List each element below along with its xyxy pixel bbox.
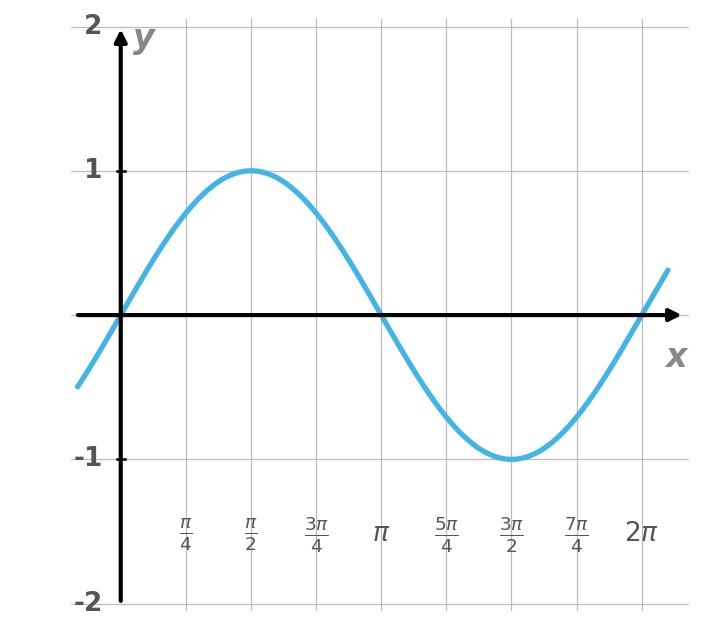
Text: -2: -2 bbox=[73, 591, 102, 617]
Text: $\frac{\pi}{2}$: $\frac{\pi}{2}$ bbox=[244, 516, 258, 553]
Text: x: x bbox=[665, 341, 687, 374]
Text: $\frac{7\pi}{4}$: $\frac{7\pi}{4}$ bbox=[564, 514, 589, 554]
Text: $\pi$: $\pi$ bbox=[372, 521, 391, 547]
Text: $\frac{\pi}{4}$: $\frac{\pi}{4}$ bbox=[179, 516, 192, 553]
Text: $\frac{3\pi}{2}$: $\frac{3\pi}{2}$ bbox=[499, 514, 524, 554]
Text: y: y bbox=[133, 22, 155, 55]
Text: $\frac{5\pi}{4}$: $\frac{5\pi}{4}$ bbox=[434, 514, 459, 554]
Text: 1: 1 bbox=[84, 158, 102, 184]
Text: $2\pi$: $2\pi$ bbox=[624, 521, 659, 547]
Text: -1: -1 bbox=[73, 446, 102, 473]
Text: $\frac{3\pi}{4}$: $\frac{3\pi}{4}$ bbox=[304, 514, 329, 554]
Text: 2: 2 bbox=[84, 14, 102, 39]
